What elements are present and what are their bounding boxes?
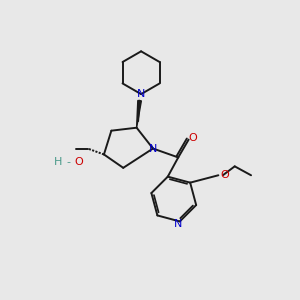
Text: N: N <box>174 218 182 229</box>
Text: N: N <box>149 143 157 154</box>
Polygon shape <box>136 100 141 128</box>
Text: O: O <box>74 157 83 167</box>
Text: N: N <box>137 89 145 99</box>
Text: H: H <box>54 157 62 167</box>
Text: O: O <box>189 133 197 143</box>
Text: O: O <box>221 170 230 180</box>
Text: -: - <box>66 157 70 167</box>
